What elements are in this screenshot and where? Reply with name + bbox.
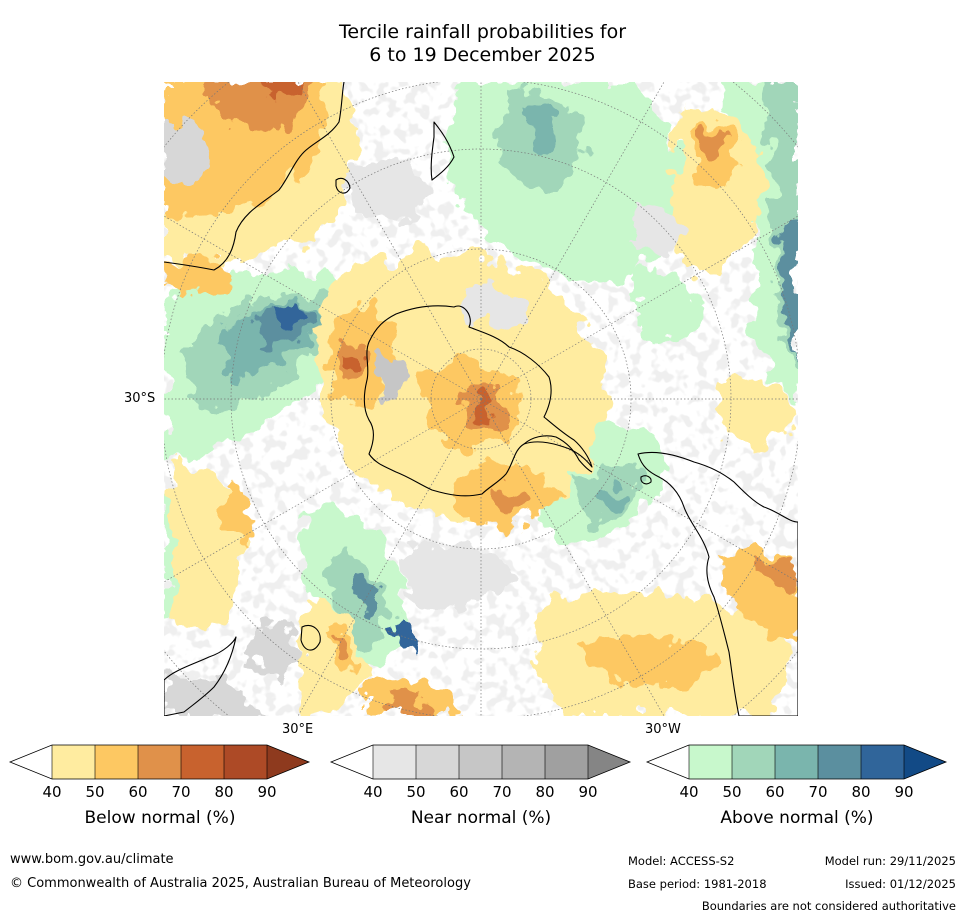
australia-coast [164,82,345,271]
colorbar-above-normal-title: Above normal (%) [720,808,874,828]
colorbar-swatch-5 [861,745,904,779]
colorbar-extend-high [267,745,309,779]
colorbar-extend-high [904,745,946,779]
colorbar-swatch-1 [689,745,732,779]
colorbar-swatch-5 [545,745,588,779]
colorbar-extend-low [331,745,373,779]
colorbar-swatch-4 [181,745,224,779]
colorbar-near-normal-title: Near normal (%) [410,808,552,828]
footer-website[interactable]: www.bom.gov.au/climate [10,852,174,867]
colorbar-below-normal-swatches [8,744,311,780]
footer-copyright: © Commonwealth of Australia 2025, Austra… [10,876,471,891]
colorbar-tick-label: 40 [363,783,383,801]
longitude-label-30e: 30°E [282,722,314,737]
south-america-coast [637,451,798,716]
colorbar-extend-low [10,745,52,779]
madagascar-coast [300,624,321,651]
colorbar-tick-label: 40 [679,783,699,801]
tasmania-coast [335,177,351,194]
colorbar-swatch-2 [416,745,459,779]
colorbar-near-normal [329,744,632,782]
colorbar-swatch-3 [775,745,818,779]
colorbar-near-normal-swatches [329,744,632,780]
colorbar-extend-low [647,745,689,779]
colorbar-swatch-4 [502,745,545,779]
colorbar-swatch-3 [138,745,181,779]
colorbar-tick-label: 80 [535,783,555,801]
coastlines [164,82,798,716]
colorbar-swatch-2 [732,745,775,779]
colorbar-tick-label: 70 [492,783,512,801]
footer-model: Model: ACCESS-S2 [628,854,735,868]
colorbar-swatch-3 [459,745,502,779]
colorbar-tick-label: 50 [722,783,742,801]
colorbar-below-normal [8,744,311,782]
colorbar-tick-label: 90 [894,783,914,801]
footer-issued: Issued: 01/12/2025 [845,877,956,891]
colorbar-tick-label: 80 [214,783,234,801]
colorbar-tick-label: 90 [578,783,598,801]
colorbar-above-normal-swatches [645,744,948,780]
colorbar-above-normal [645,744,948,782]
colorbar-swatch-1 [373,745,416,779]
footer-model-run: Model run: 29/11/2025 [824,854,956,868]
colorbar-swatch-4 [818,745,861,779]
new-zealand-coast [430,121,455,181]
colorbar-below-normal-title: Below normal (%) [84,808,236,828]
falklands-coast [640,475,652,485]
colorbar-swatch-1 [52,745,95,779]
colorbar-extend-high [588,745,630,779]
colorbar-tick-label: 40 [42,783,62,801]
map-canvas [164,82,798,716]
colorbar-tick-label: 70 [171,783,191,801]
colorbar-tick-label: 90 [257,783,277,801]
colorbar-tick-label: 60 [128,783,148,801]
probability-patches [164,82,798,716]
colorbar-tick-label: 50 [85,783,105,801]
footer-disclaimer: Boundaries are not considered authoritat… [701,899,956,913]
colorbar-swatch-2 [95,745,138,779]
colorbar-tick-label: 60 [449,783,469,801]
latitude-label-30s: 30°S [124,391,156,406]
footer-base-period: Base period: 1981-2018 [628,877,767,891]
graticule [164,82,798,716]
title-line-2: 6 to 19 December 2025 [369,44,596,66]
colorbar-tick-label: 50 [406,783,426,801]
longitude-label-30w: 30°W [645,722,681,737]
title-line-1: Tercile rainfall probabilities for [338,21,627,43]
antarctic-peninsula [523,435,593,473]
colorbar-swatch-5 [224,745,267,779]
map-title: Tercile rainfall probabilities for 6 to … [0,21,965,67]
probability-map[interactable] [164,82,798,716]
colorbar-tick-label: 60 [765,783,785,801]
africa-coast [164,636,237,716]
colorbar-tick-label: 80 [851,783,871,801]
colorbar-tick-label: 70 [808,783,828,801]
